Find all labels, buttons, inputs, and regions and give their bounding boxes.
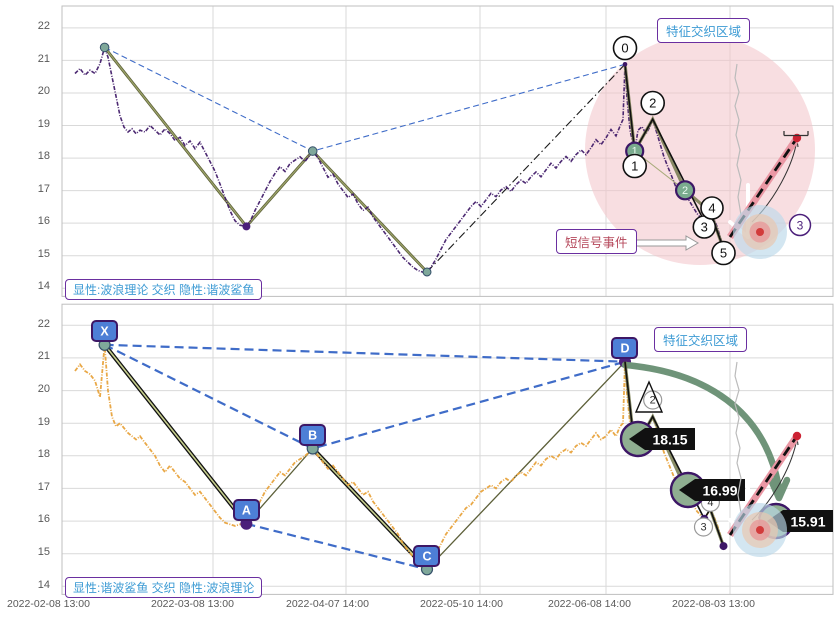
- svg-text:18.15: 18.15: [652, 432, 687, 448]
- svg-text:15.91: 15.91: [790, 514, 825, 530]
- svg-text:A: A: [242, 504, 251, 518]
- svg-text:16.99: 16.99: [702, 483, 737, 499]
- svg-text:C: C: [422, 550, 431, 564]
- svg-text:X: X: [100, 325, 109, 339]
- svg-text:3: 3: [700, 522, 706, 534]
- svg-text:B: B: [308, 429, 317, 443]
- svg-text:D: D: [620, 342, 629, 356]
